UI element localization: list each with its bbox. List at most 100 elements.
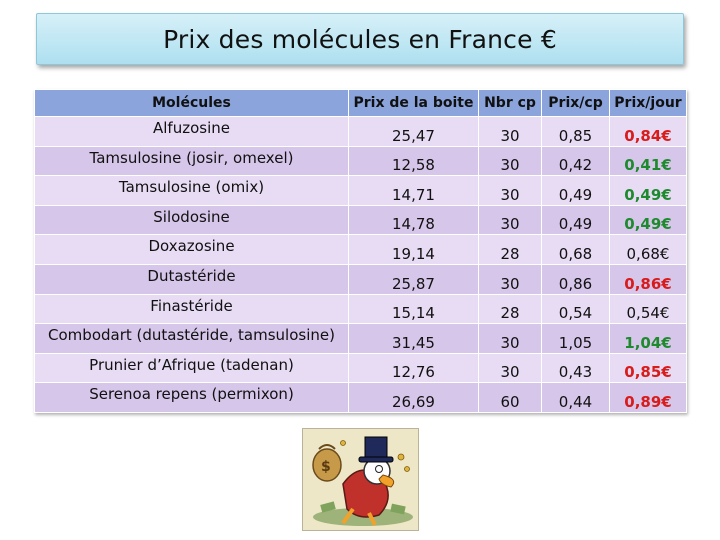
prix-boite-cell: 14,78 (348, 204, 479, 236)
prix-jour-cell: 0,54€ (609, 293, 687, 325)
prix-jour-cell-text: 0,41€ (624, 156, 672, 175)
table-row: Tamsulosine (josir, omexel) 12,58 30 0,42 0,… (34, 145, 687, 177)
molecule-cell-text: Dutastéride (147, 266, 236, 285)
prix-boite-cell-text: 12,58 (392, 156, 435, 175)
price-table: Molécules Prix de la boite Nbr cp Prix/c… (34, 89, 687, 413)
molecule-cell: Tamsulosine (omix) (34, 175, 349, 206)
prix-jour-cell: 0,84€ (609, 116, 687, 147)
prix-jour-cell: 0,89€ (609, 382, 687, 413)
prix-cp-cell-text: 1,05 (558, 333, 593, 352)
cartoon-money-illustration: $ (302, 428, 419, 531)
prix-cp-cell-text: 0,49 (558, 185, 593, 204)
molecule-cell-text: Prunier d’Afrique (tadenan) (89, 355, 294, 374)
prix-jour-cell: 0,49€ (609, 204, 687, 236)
prix-cp-cell: 0,43 (541, 352, 610, 384)
nbr-cp-cell-text: 30 (500, 333, 520, 352)
table-row: Combodart (dutastéride, tamsulosine) 31,4… (34, 323, 687, 354)
prix-cp-cell: 0,44 (541, 382, 610, 413)
molecule-cell-text: Tamsulosine (omix) (118, 178, 265, 197)
table-row: Tamsulosine (omix) 14,71 30 0,49 0,49€ (34, 175, 687, 206)
nbr-cp-cell-text: 30 (500, 274, 520, 293)
prix-jour-cell-text: 0,85€ (624, 363, 672, 382)
nbr-cp-cell: 30 (478, 116, 542, 147)
molecule-cell-text: Tamsulosine (josir, omexel) (89, 148, 294, 167)
header-prix-boite: Prix de la boite (348, 89, 479, 117)
prix-jour-cell: 0,85€ (609, 352, 687, 384)
prix-jour-cell: 0,86€ (609, 263, 687, 295)
molecule-cell: Finastéride (34, 293, 349, 325)
molecule-cell: Serenoa repens (permixon) (34, 382, 349, 413)
molecule-cell: Silodosine (34, 204, 349, 236)
svg-text:$: $ (321, 459, 331, 475)
prix-boite-cell-text: 15,14 (392, 304, 435, 323)
prix-jour-cell-text: 0,86€ (624, 274, 672, 293)
nbr-cp-cell: 30 (478, 145, 542, 177)
molecule-cell: Prunier d’Afrique (tadenan) (34, 352, 349, 384)
prix-cp-cell-text: 0,49 (558, 215, 593, 234)
title-box: Prix des molécules en France € (36, 13, 684, 65)
cartoon-icon: $ (303, 429, 418, 530)
prix-boite-cell: 12,76 (348, 352, 479, 384)
nbr-cp-cell: 30 (478, 175, 542, 206)
page-title: Prix des molécules en France € (163, 24, 557, 54)
molecule-cell: Tamsulosine (josir, omexel) (34, 145, 349, 177)
molecule-cell-text: Finastéride (150, 296, 233, 315)
prix-cp-cell-text: 0,42 (558, 156, 593, 175)
prix-jour-cell-text: 1,04€ (624, 333, 672, 352)
table-row: Dutastéride 25,87 30 0,86 0,86€ (34, 263, 687, 295)
prix-cp-cell: 0,68 (541, 234, 610, 265)
nbr-cp-cell: 30 (478, 263, 542, 295)
prix-cp-cell-text: 0,44 (558, 392, 593, 411)
nbr-cp-cell: 60 (478, 382, 542, 413)
molecule-cell: Doxazosine (34, 234, 349, 265)
nbr-cp-cell: 30 (478, 323, 542, 354)
prix-boite-cell: 14,71 (348, 175, 479, 206)
prix-jour-cell: 0,68€ (609, 234, 687, 265)
table-row: Prunier d’Afrique (tadenan) 12,76 30 0,43 0,… (34, 352, 687, 384)
header-prix-jour: Prix/jour (609, 89, 687, 117)
prix-jour-cell-text: 0,84€ (624, 126, 672, 145)
prix-boite-cell-text: 26,69 (392, 392, 435, 411)
prix-jour-cell: 0,49€ (609, 175, 687, 206)
prix-cp-cell: 0,49 (541, 175, 610, 206)
table-header-row: Molécules Prix de la boite Nbr cp Prix/c… (34, 89, 687, 117)
header-prix-cp: Prix/cp (541, 89, 610, 117)
prix-cp-cell: 0,86 (541, 263, 610, 295)
nbr-cp-cell-text: 30 (500, 215, 520, 234)
molecule-cell-text: Alfuzosine (153, 119, 230, 137)
header-nbr-cp: Nbr cp (478, 89, 542, 117)
nbr-cp-cell: 30 (478, 204, 542, 236)
prix-boite-cell-text: 19,14 (392, 244, 435, 263)
nbr-cp-cell-text: 30 (500, 363, 520, 382)
nbr-cp-cell-text: 28 (500, 244, 520, 263)
table-row: Serenoa repens (permixon) 26,69 60 0,44 0,89… (34, 382, 687, 413)
prix-boite-cell-text: 14,78 (392, 215, 435, 234)
prix-boite-cell-text: 12,76 (392, 363, 435, 382)
molecule-cell-text: Doxazosine (148, 237, 235, 256)
prix-jour-cell: 1,04€ (609, 323, 687, 354)
nbr-cp-cell-text: 28 (500, 304, 520, 323)
prix-boite-cell: 19,14 (348, 234, 479, 265)
prix-cp-cell-text: 0,43 (558, 363, 593, 382)
prix-jour-cell-text: 0,49€ (624, 185, 672, 204)
prix-boite-cell: 25,47 (348, 116, 479, 147)
nbr-cp-cell: 28 (478, 293, 542, 325)
nbr-cp-cell-text: 30 (500, 126, 520, 145)
nbr-cp-cell-text: 30 (500, 156, 520, 175)
prix-boite-cell: 12,58 (348, 145, 479, 177)
prix-cp-cell-text: 0,86 (558, 274, 593, 293)
prix-boite-cell-text: 14,71 (392, 185, 435, 204)
prix-boite-cell-text: 31,45 (392, 333, 435, 352)
table-row: Doxazosine 19,14 28 0,68 0,68€ (34, 234, 687, 265)
nbr-cp-cell: 30 (478, 352, 542, 384)
molecule-cell: Alfuzosine (34, 116, 349, 147)
header-molecules: Molécules (34, 89, 349, 117)
molecule-cell: Combodart (dutastéride, tamsulosine) (34, 323, 349, 354)
prix-jour-cell-text: 0,89€ (624, 392, 672, 411)
prix-jour-cell: 0,41€ (609, 145, 687, 177)
nbr-cp-cell-text: 60 (500, 392, 520, 411)
molecule-cell-text: Silodosine (153, 207, 230, 226)
table-row: Alfuzosine 25,47 30 0,85 0,84€ (34, 116, 687, 147)
prix-boite-cell-text: 25,47 (392, 126, 435, 145)
prix-boite-cell: 31,45 (348, 323, 479, 354)
